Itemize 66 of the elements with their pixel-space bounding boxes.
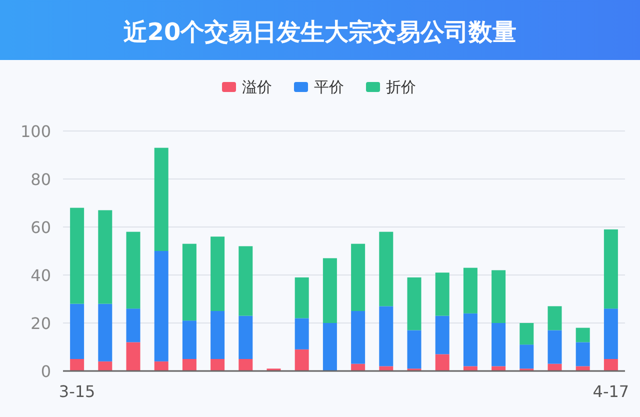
bar <box>322 258 337 323</box>
bar <box>548 330 562 364</box>
y-tick-label: 40 <box>30 266 51 285</box>
bar <box>294 318 309 350</box>
bar <box>351 364 366 371</box>
bar <box>604 229 618 309</box>
legend-label: 平价 <box>314 78 344 96</box>
bar <box>294 349 309 371</box>
bar <box>210 311 225 359</box>
y-tick-label: 80 <box>30 170 51 189</box>
bar <box>154 361 168 371</box>
bar <box>154 148 168 251</box>
bar <box>210 236 225 311</box>
bar <box>520 323 534 345</box>
bar <box>463 313 478 366</box>
bar <box>238 316 253 359</box>
bar <box>98 304 112 362</box>
bar <box>154 251 168 362</box>
bar <box>379 366 394 371</box>
bar <box>576 328 590 342</box>
bar <box>379 232 394 306</box>
bar <box>548 364 562 371</box>
bar <box>322 323 337 371</box>
bar <box>294 277 309 318</box>
bar <box>182 244 196 321</box>
x-tick-label: 3-15 <box>58 382 96 401</box>
bar <box>576 366 590 371</box>
bar <box>351 244 366 311</box>
chart-title: 近20个交易日发生大宗交易公司数量 <box>123 18 517 46</box>
bar <box>548 306 562 330</box>
bar <box>576 342 590 366</box>
bar <box>463 366 478 371</box>
bar <box>238 359 253 371</box>
bar <box>70 304 84 359</box>
bar <box>492 270 506 323</box>
legend-label: 溢价 <box>242 78 272 96</box>
bar <box>435 316 450 354</box>
bar <box>126 232 140 309</box>
y-tick-label: 100 <box>20 122 51 141</box>
bar <box>463 268 478 314</box>
bar <box>492 323 506 366</box>
bar <box>435 272 450 316</box>
bar <box>520 344 534 369</box>
bar <box>238 246 253 316</box>
bar <box>126 342 140 371</box>
bar <box>210 359 225 371</box>
bar <box>70 208 84 304</box>
x-tick-label: 4-17 <box>592 382 630 401</box>
bar <box>351 311 366 364</box>
bar <box>407 277 422 330</box>
bar <box>435 354 450 371</box>
bar <box>379 306 394 366</box>
y-tick-label: 20 <box>30 314 51 333</box>
bar <box>182 359 196 371</box>
bar <box>98 361 112 371</box>
bar <box>98 210 112 304</box>
legend-label: 折价 <box>386 78 416 96</box>
bar <box>70 359 84 371</box>
bar <box>182 320 196 359</box>
bar <box>492 366 506 371</box>
y-tick-label: 60 <box>30 218 51 237</box>
bar <box>604 308 618 359</box>
y-tick-label: 0 <box>40 362 51 381</box>
bar <box>126 308 140 342</box>
bar <box>604 359 618 371</box>
bar <box>407 330 422 369</box>
